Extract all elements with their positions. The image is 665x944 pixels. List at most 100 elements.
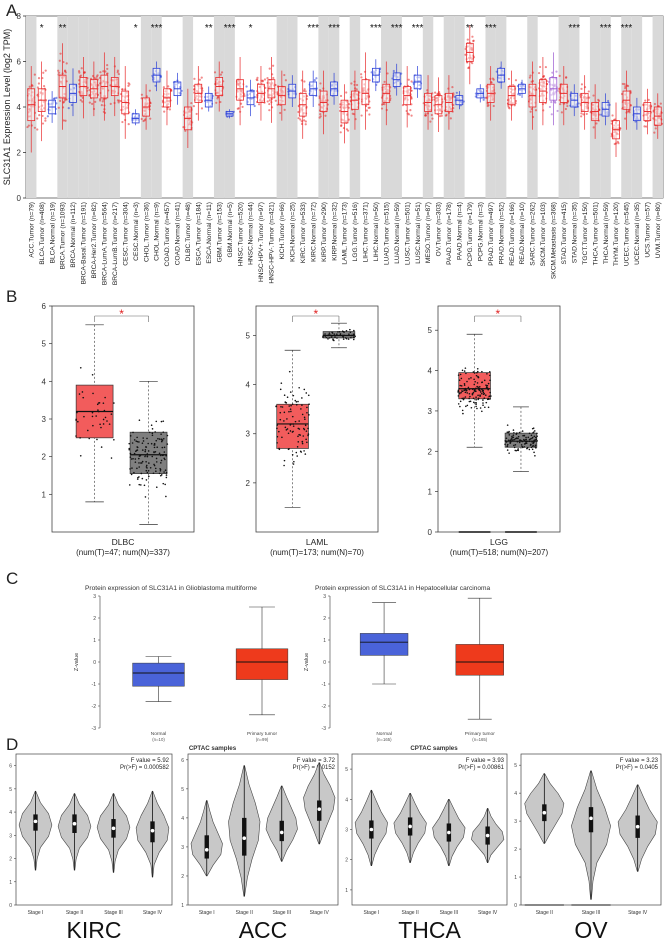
data-point bbox=[461, 409, 464, 412]
data-point bbox=[463, 384, 466, 386]
data-point bbox=[530, 434, 533, 437]
x-tick-label: READ.Tumor (n=166) bbox=[509, 202, 516, 266]
data-point bbox=[512, 434, 515, 437]
data-point bbox=[458, 379, 461, 382]
data-point bbox=[153, 463, 155, 466]
data-point bbox=[516, 440, 519, 443]
data-point bbox=[276, 424, 278, 426]
violin-median bbox=[542, 810, 547, 815]
y-tick-label: 4 bbox=[42, 377, 47, 386]
y-tick-label: 3 bbox=[323, 594, 326, 600]
data-point bbox=[113, 402, 115, 404]
data-point bbox=[355, 83, 359, 87]
data-point bbox=[489, 374, 491, 377]
plot-frame bbox=[51, 305, 195, 533]
data-point bbox=[145, 460, 147, 463]
y-tick-label: 5 bbox=[181, 787, 184, 793]
x-tick-label: CHOL.Tumor (n=36) bbox=[143, 202, 150, 262]
data-point bbox=[195, 112, 198, 116]
y-tick-label: 1 bbox=[428, 488, 433, 497]
data-point bbox=[116, 69, 120, 72]
data-point bbox=[458, 387, 460, 390]
data-point bbox=[92, 424, 94, 427]
y-tick-label: 3 bbox=[93, 594, 96, 600]
data-point bbox=[475, 405, 477, 408]
data-point bbox=[142, 119, 145, 123]
data-point bbox=[243, 94, 246, 98]
data-point bbox=[333, 333, 336, 335]
data-point bbox=[290, 404, 292, 407]
data-point bbox=[75, 435, 77, 437]
data-point bbox=[193, 77, 196, 80]
data-point bbox=[305, 430, 308, 432]
data-point bbox=[77, 70, 81, 73]
data-point bbox=[275, 405, 278, 407]
data-point bbox=[99, 98, 102, 101]
x-tick-label: LIHC.Normal (n=50) bbox=[373, 202, 380, 261]
data-point bbox=[479, 391, 482, 393]
data-point bbox=[531, 448, 534, 451]
data-point bbox=[300, 120, 303, 123]
data-point bbox=[481, 388, 483, 391]
group-shade bbox=[391, 16, 402, 198]
data-point bbox=[155, 486, 158, 488]
data-point bbox=[347, 338, 350, 340]
data-point bbox=[459, 405, 461, 408]
data-point bbox=[303, 88, 306, 91]
data-point bbox=[352, 336, 355, 339]
data-point bbox=[350, 82, 353, 85]
data-point bbox=[440, 114, 443, 117]
data-point bbox=[468, 400, 471, 403]
data-point bbox=[318, 89, 322, 92]
y-tick-label: 2 bbox=[17, 149, 22, 158]
data-point bbox=[487, 382, 490, 385]
data-point bbox=[297, 400, 299, 403]
data-point bbox=[467, 66, 470, 70]
data-point bbox=[645, 125, 648, 128]
sample-size-label: (num(T)=518; num(N)=207) bbox=[450, 548, 549, 557]
cancer-label: OV bbox=[574, 917, 608, 943]
data-point bbox=[297, 441, 300, 443]
y-tick-label: 0 bbox=[9, 903, 12, 909]
x-tick-label: KICH.Tumor (n=66) bbox=[279, 202, 286, 259]
data-point bbox=[523, 446, 526, 448]
data-point bbox=[580, 115, 583, 118]
data-point bbox=[564, 107, 567, 111]
data-point bbox=[508, 430, 510, 433]
data-point bbox=[138, 483, 141, 486]
x-tick-label: LIHC.Tumor (n=371) bbox=[363, 202, 370, 262]
data-point bbox=[475, 387, 477, 390]
data-point bbox=[287, 448, 290, 451]
data-point bbox=[537, 71, 541, 75]
x-tick-label: STAD.Tumor (n=415) bbox=[561, 202, 568, 264]
data-point bbox=[511, 437, 513, 439]
data-point bbox=[600, 113, 603, 116]
data-point bbox=[167, 85, 170, 88]
data-point bbox=[141, 442, 144, 445]
violin-median bbox=[317, 807, 322, 811]
x-tick-label: BLCA.Tumor (n=408) bbox=[39, 202, 46, 265]
box bbox=[129, 431, 168, 474]
data-point bbox=[57, 69, 60, 72]
data-point bbox=[155, 470, 157, 473]
data-point bbox=[392, 69, 395, 73]
data-point bbox=[532, 432, 534, 434]
x-tick-label: BRCA-Her2.Tumor (n=82) bbox=[91, 202, 98, 279]
data-point bbox=[580, 112, 583, 115]
data-point bbox=[551, 71, 554, 74]
x-tick-label: Stage II bbox=[402, 910, 419, 916]
data-point bbox=[86, 429, 89, 432]
data-point bbox=[345, 337, 348, 340]
data-point bbox=[154, 431, 156, 433]
data-point bbox=[472, 371, 475, 373]
y-tick-label: 5 bbox=[345, 767, 348, 773]
data-point bbox=[407, 78, 410, 81]
x-tick-label: READ.Normal (n=10) bbox=[519, 202, 526, 264]
x-tick-label: Stage IV bbox=[478, 910, 498, 916]
data-point bbox=[527, 436, 530, 439]
data-point bbox=[165, 471, 168, 474]
data-point bbox=[463, 397, 465, 399]
data-point bbox=[457, 395, 460, 397]
data-point bbox=[41, 122, 45, 125]
data-point bbox=[471, 62, 474, 65]
